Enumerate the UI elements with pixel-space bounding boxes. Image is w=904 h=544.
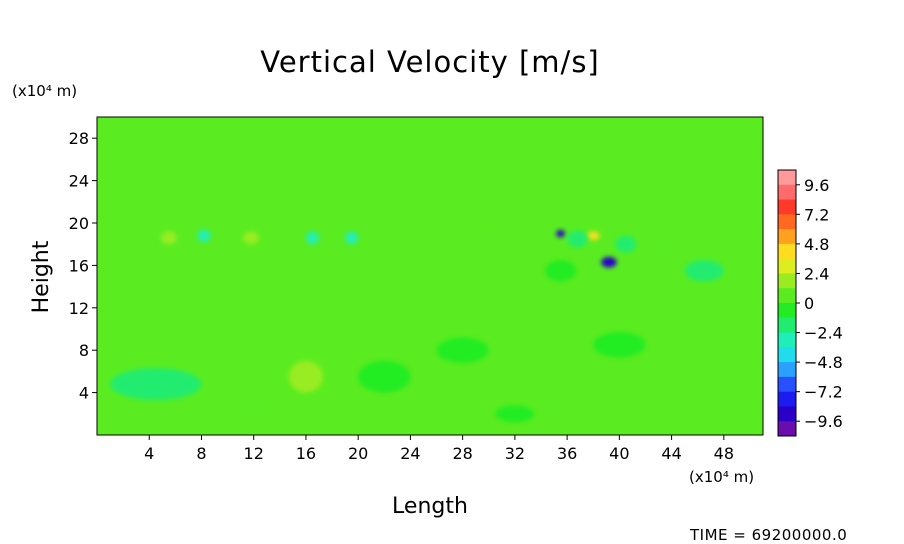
field-feature-18 — [238, 397, 270, 420]
field-feature-13 — [684, 260, 724, 282]
x-tick-label-24: 24 — [400, 444, 420, 463]
x-axis-label: Length — [392, 494, 468, 519]
colorbar-segment-12 — [778, 347, 796, 363]
field-feature-12 — [654, 237, 676, 255]
x-tick-label-8: 8 — [196, 444, 206, 463]
colorbar-segment-11 — [778, 332, 796, 348]
colorbar: 9.6 7.2 4.8 2.4 0 −2.4 −4.8 −7.2 −9.6 — [777, 169, 843, 437]
colorbar-segment-2 — [778, 199, 796, 215]
x-tick-label-36: 36 — [557, 444, 577, 463]
field-feature-3 — [197, 229, 211, 243]
x-tick-label-4: 4 — [144, 444, 154, 463]
field-feature-7 — [615, 235, 637, 253]
field-feature-6 — [305, 231, 319, 245]
y-tick-label-20: 20 — [69, 214, 89, 233]
field-feature-20 — [495, 405, 535, 423]
x-tick-label-16: 16 — [296, 444, 316, 463]
x-tick-label-32: 32 — [505, 444, 525, 463]
x-tick-label-28: 28 — [452, 444, 472, 463]
colorbar-tick-label-0: 9.6 — [804, 176, 829, 195]
field-feature-2 — [586, 231, 600, 240]
colorbar-tick-label-7: −7.2 — [804, 383, 843, 402]
colorbar-tick-label-5: −2.4 — [804, 324, 843, 343]
field-feature-1 — [601, 256, 617, 268]
x-tick-label-20: 20 — [348, 444, 368, 463]
colorbar-tick-label-2: 4.8 — [804, 235, 829, 254]
plot-area — [96, 116, 764, 436]
field-feature-14 — [544, 260, 577, 282]
y-axis-unit: (x10⁴ m) — [12, 82, 77, 100]
time-label: TIME = 69200000.0 — [689, 526, 847, 544]
x-tick-label-44: 44 — [661, 444, 681, 463]
colorbar-tick-label-4: 0 — [804, 294, 814, 313]
colorbar-segment-10 — [778, 317, 796, 334]
x-tick-label-12: 12 — [244, 444, 264, 463]
colorbar-segment-15 — [778, 391, 796, 407]
plot-frame — [96, 116, 764, 436]
x-axis: 4 8 12 16 20 24 28 32 36 40 44 48 — [144, 435, 734, 463]
field-background — [97, 117, 763, 435]
y-axis: 4 8 12 16 20 24 28 — [69, 129, 97, 403]
y-tick-label-28: 28 — [69, 129, 89, 148]
colorbar-segment-7 — [778, 273, 796, 289]
colorbar-segment-4 — [778, 229, 796, 245]
field-feature-19 — [541, 400, 568, 417]
colorbar-segment-16 — [778, 406, 796, 422]
x-axis-unit: (x10⁴ m) — [689, 468, 754, 486]
field-feature-16 — [110, 368, 202, 401]
colorbar-segment-0 — [778, 170, 796, 186]
colorbar-tick-label-8: −9.6 — [804, 412, 843, 431]
field-feature-11 — [480, 231, 497, 245]
colorbar-tick-label-1: 7.2 — [804, 205, 829, 224]
x-tick-label-40: 40 — [609, 444, 629, 463]
y-axis-label: Height — [29, 240, 54, 313]
colorbar-segment-14 — [778, 376, 796, 393]
field-feature-8 — [160, 231, 177, 245]
colorbar-tick-label-3: 2.4 — [804, 264, 829, 283]
field-feature-0 — [556, 229, 566, 238]
colorbar-segment-5 — [778, 243, 796, 260]
field-features — [110, 229, 724, 423]
y-tick-label-4: 4 — [79, 384, 89, 403]
field-feature-5 — [345, 231, 359, 245]
chart-title: Vertical Velocity [m/s] — [260, 45, 600, 79]
colorbar-segment-3 — [778, 214, 796, 230]
field-feature-22 — [593, 332, 646, 358]
colorbar-segment-8 — [778, 288, 796, 304]
y-tick-label-16: 16 — [69, 256, 89, 275]
field-feature-4 — [567, 230, 589, 248]
field-feature-17 — [358, 360, 411, 393]
colorbar-segment-1 — [778, 184, 796, 201]
colorbar-segment-17 — [778, 421, 796, 437]
colorbar-segment-6 — [778, 258, 796, 274]
colorbar-tick-label-6: −4.8 — [804, 353, 843, 372]
colorbar-segment-13 — [778, 362, 796, 378]
field-feature-15 — [288, 360, 323, 393]
x-tick-label-48: 48 — [714, 444, 734, 463]
field-feature-9 — [243, 231, 259, 245]
colorbar-segment-9 — [778, 303, 796, 319]
field-feature-21 — [436, 337, 489, 363]
y-tick-label-12: 12 — [69, 299, 89, 318]
y-tick-label-8: 8 — [79, 341, 89, 360]
field-feature-10 — [428, 232, 445, 246]
y-tick-label-24: 24 — [69, 172, 89, 191]
